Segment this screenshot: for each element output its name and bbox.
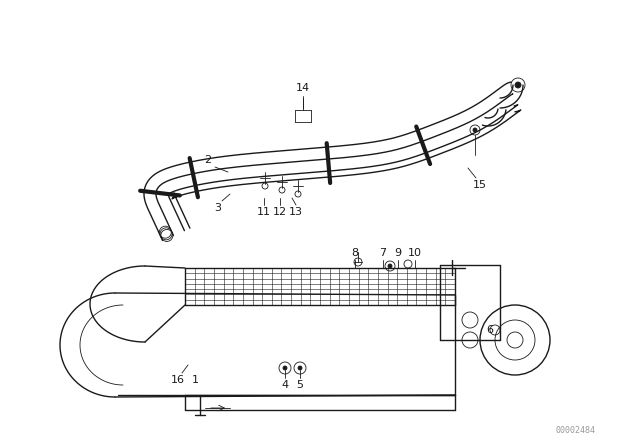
Text: 14: 14 [296, 83, 310, 93]
Text: 5: 5 [296, 380, 303, 390]
Text: 4: 4 [282, 380, 289, 390]
Text: 7: 7 [380, 248, 387, 258]
Text: 16: 16 [171, 375, 185, 385]
Text: 15: 15 [473, 180, 487, 190]
Text: 6: 6 [486, 325, 493, 335]
Circle shape [283, 366, 287, 370]
Text: 00002484: 00002484 [555, 426, 595, 435]
Text: 1: 1 [191, 375, 198, 385]
Text: 9: 9 [394, 248, 401, 258]
Circle shape [388, 264, 392, 268]
Circle shape [473, 128, 477, 132]
Text: 10: 10 [408, 248, 422, 258]
Circle shape [298, 366, 302, 370]
Text: 8: 8 [351, 248, 358, 258]
Text: 2: 2 [204, 155, 212, 165]
Text: 11: 11 [257, 207, 271, 217]
Text: 12: 12 [273, 207, 287, 217]
Text: 3: 3 [214, 203, 221, 213]
Text: 13: 13 [289, 207, 303, 217]
Circle shape [515, 82, 521, 88]
